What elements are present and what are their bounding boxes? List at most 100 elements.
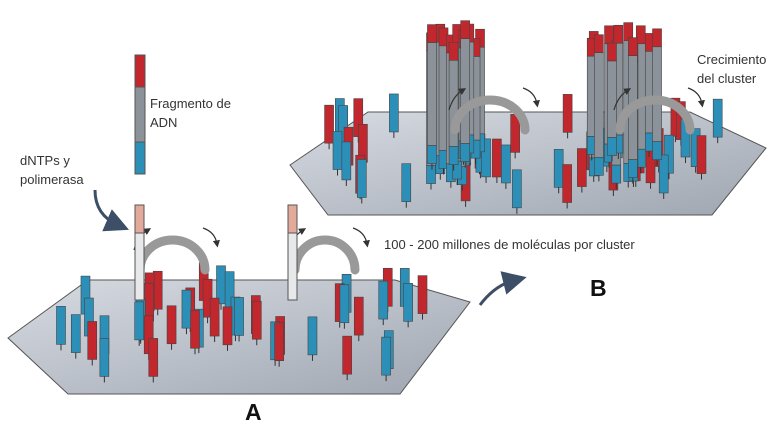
strand-part: [460, 20, 470, 39]
strand-part: [152, 270, 163, 310]
strand: [378, 280, 389, 326]
strand-part: [652, 141, 662, 160]
strand-part: [417, 275, 428, 314]
strand-part: [209, 297, 220, 337]
strand-part: [134, 301, 144, 341]
motion-arrow: [687, 87, 705, 108]
motion-arrow: [202, 227, 220, 248]
strand: [152, 270, 163, 316]
strand-part: [70, 314, 81, 353]
strand-part: [426, 165, 436, 184]
strand-part: [594, 52, 604, 158]
strand-part: [652, 46, 662, 142]
strand-part: [403, 283, 413, 322]
strand-part: [307, 316, 318, 356]
bridge-arch: [135, 235, 210, 275]
strand: [209, 297, 220, 343]
strand: [87, 321, 98, 366]
strand: [148, 338, 159, 383]
strand: [553, 149, 564, 194]
panel-label: B: [590, 275, 607, 301]
strand: [166, 305, 177, 350]
motion-arrow: [613, 88, 632, 111]
motion-arrow: [522, 87, 540, 108]
label: Fragmento de: [150, 96, 231, 111]
label: polimerasa: [20, 172, 84, 187]
strand-part: [644, 51, 654, 134]
strand: [594, 34, 604, 182]
strand-part: [644, 33, 654, 52]
strand-part: [460, 143, 470, 162]
strand-part: [190, 309, 200, 349]
strand: [339, 284, 350, 329]
strand: [562, 164, 572, 209]
strand-part: [341, 141, 352, 181]
strand: [427, 24, 437, 170]
strand: [222, 306, 233, 351]
strand: [353, 296, 364, 342]
strand-part: [577, 148, 587, 187]
strand-part: [501, 144, 511, 184]
strand: [501, 144, 511, 189]
strand-part: [562, 94, 573, 133]
strand-part: [607, 42, 617, 62]
strand-part: [332, 131, 343, 170]
strand: [577, 148, 587, 193]
strand-part: [712, 98, 723, 138]
strand-part: [427, 145, 437, 164]
bridge-arch: [615, 95, 695, 135]
label: del cluster: [697, 71, 757, 86]
strand-part: [222, 306, 233, 346]
strand: [664, 134, 674, 180]
strand-part: [492, 138, 502, 178]
strand: [696, 135, 707, 180]
strand-part: [181, 289, 192, 329]
strand-part: [696, 135, 707, 174]
strand-part: [87, 321, 98, 360]
label: 100 - 200 millones de moléculas por clus…: [384, 237, 635, 252]
strand-part: [628, 37, 638, 56]
strand: [342, 335, 352, 381]
strand: [190, 309, 200, 355]
strand: [481, 138, 491, 183]
strand: [562, 94, 573, 139]
strand-part: [644, 132, 654, 152]
strand-part: [148, 338, 159, 377]
strand-part: [389, 93, 399, 133]
strand: [341, 141, 352, 186]
strand-part: [607, 60, 617, 138]
label: dNTPs y: [20, 153, 70, 168]
strand: [403, 283, 413, 328]
strand-part: [99, 338, 110, 377]
strand-part: [339, 284, 350, 324]
strand-part: [594, 157, 604, 176]
strand-part: [401, 163, 412, 203]
strand: [332, 131, 343, 176]
strand-part: [611, 164, 622, 184]
label: Crecimiento: [697, 52, 766, 67]
process-arrow: [478, 271, 527, 306]
strand: [652, 28, 662, 166]
strand-part: [353, 296, 364, 336]
primer-strand: [287, 232, 298, 301]
label: ADN: [150, 115, 177, 130]
strand: [492, 138, 502, 183]
strand: [56, 306, 66, 351]
strand: [381, 336, 391, 382]
strand: [712, 98, 723, 144]
strand-part: [628, 159, 638, 178]
strand-part: [378, 280, 389, 320]
strand-part: [324, 104, 334, 144]
process-arrow: [93, 189, 130, 232]
strand-part: [594, 34, 604, 54]
strand: [389, 93, 399, 138]
strand-part: [613, 24, 624, 44]
strand: [460, 20, 470, 168]
strand-part: [427, 42, 437, 146]
strand: [417, 275, 428, 320]
strand: [307, 316, 318, 361]
primer-strand: [134, 232, 145, 301]
strand: [274, 322, 284, 367]
strand-part: [234, 297, 244, 336]
primer-strand: [134, 204, 145, 234]
